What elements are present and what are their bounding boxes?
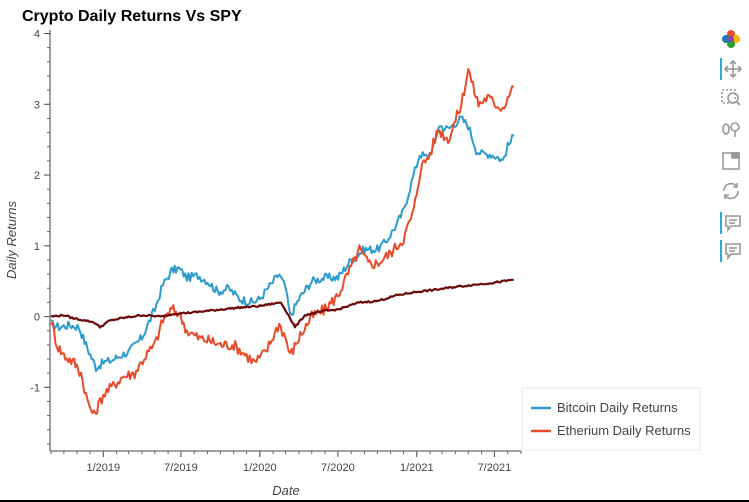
x-axis: 1/2019 7/2019 1/2020 7/2020 1/2021 7/2021 xyxy=(50,450,522,474)
y-tick-label: 3 xyxy=(34,99,40,111)
x-tick-label: 1/2021 xyxy=(400,462,434,474)
x-tick-label: 7/2021 xyxy=(478,462,512,474)
x-tick-label: 7/2019 xyxy=(164,462,198,474)
hover-tool-icon[interactable] xyxy=(720,212,744,234)
y-tick-label: 0 xyxy=(34,312,40,324)
chart-title: Crypto Daily Returns Vs SPY xyxy=(22,8,242,25)
bottom-border xyxy=(0,500,749,502)
x-tick-label: 7/2020 xyxy=(321,462,355,474)
hover-tool-icon[interactable] xyxy=(720,240,744,262)
legend-label-etherium: Etherium Daily Returns xyxy=(557,423,691,438)
y-tick-label: -1 xyxy=(30,382,40,394)
x-tick-label: 1/2019 xyxy=(86,462,120,474)
reset-tool-icon[interactable] xyxy=(720,180,742,202)
wheel-zoom-tool-icon[interactable] xyxy=(720,118,742,140)
y-axis: -1 0 1 2 3 4 xyxy=(30,29,51,451)
etherium-returns-line xyxy=(50,67,514,415)
spy-returns-line xyxy=(50,278,514,329)
save-tool-icon[interactable] xyxy=(720,150,742,172)
plot-background xyxy=(51,30,521,451)
legend: Bitcoin Daily Returns Etherium Daily Ret… xyxy=(521,387,701,451)
legend-box xyxy=(521,387,701,451)
legend-label-bitcoin: Bitcoin Daily Returns xyxy=(557,400,678,415)
plot-area[interactable] xyxy=(50,30,521,451)
series-layer xyxy=(50,67,515,415)
y-tick-label: 1 xyxy=(34,241,40,253)
x-axis-label: Date xyxy=(272,483,299,498)
box-zoom-tool-icon[interactable] xyxy=(720,88,742,110)
bokeh-logo-icon xyxy=(720,28,742,50)
x-tick-label: 1/2020 xyxy=(243,462,277,474)
pan-tool-icon[interactable] xyxy=(720,58,744,80)
chart-toolbar xyxy=(714,26,748,276)
y-tick-label: 4 xyxy=(34,29,40,41)
y-axis-label: Daily Returns xyxy=(4,200,19,279)
y-tick-label: 2 xyxy=(34,170,40,182)
